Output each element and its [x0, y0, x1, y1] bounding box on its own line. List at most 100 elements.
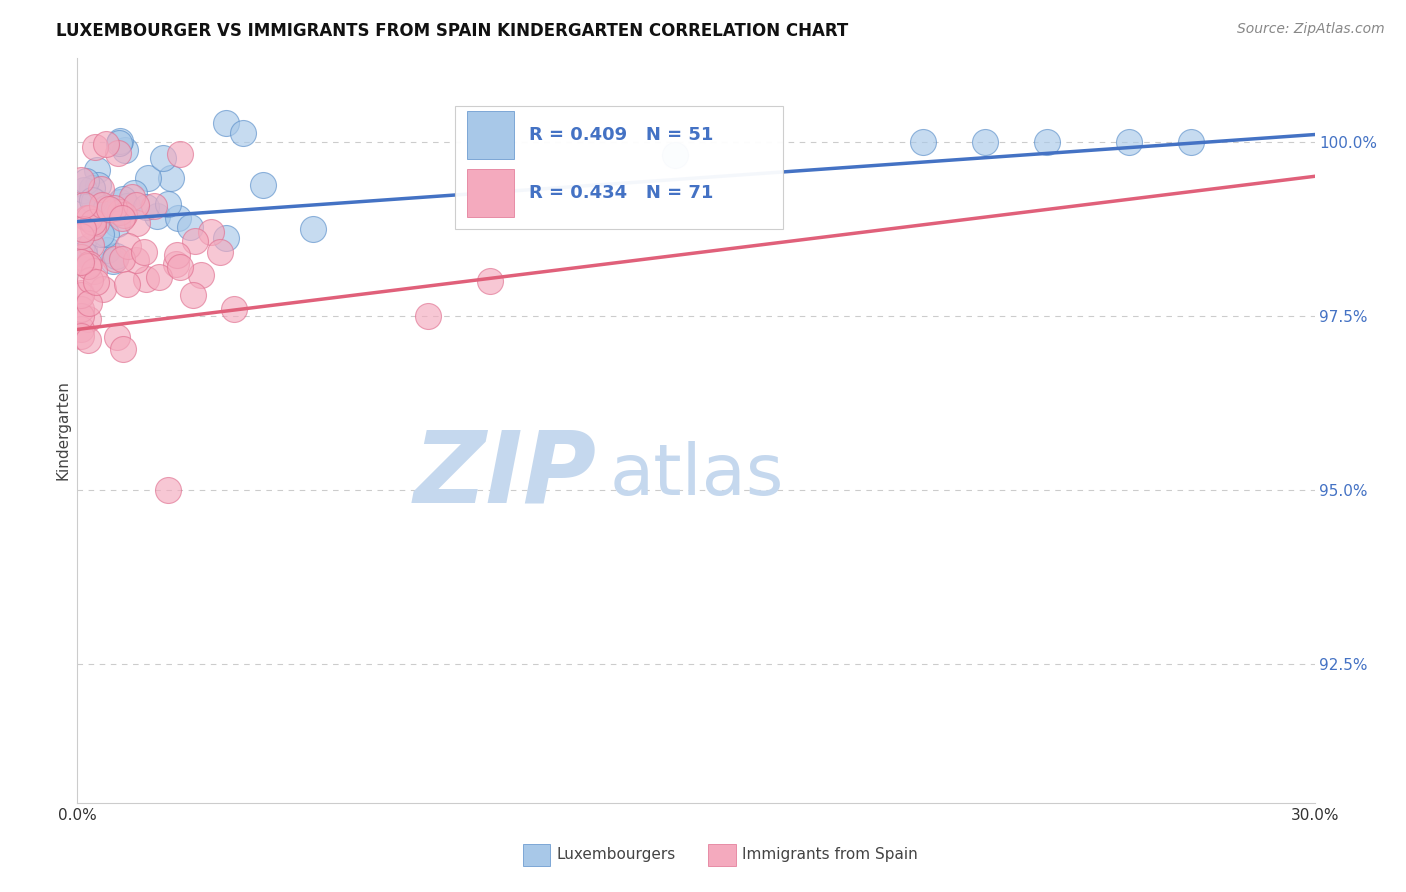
Point — [112, 192, 135, 206]
Point — [160, 171, 183, 186]
Point — [73, 198, 96, 212]
Point — [69, 173, 91, 187]
Point — [169, 146, 191, 161]
Point — [72, 246, 94, 260]
Text: Luxembourgers: Luxembourgers — [557, 847, 675, 863]
Text: Source: ZipAtlas.com: Source: ZipAtlas.com — [1237, 22, 1385, 37]
Point — [69, 301, 91, 316]
Point — [86, 163, 108, 178]
Point — [90, 182, 112, 196]
Point — [190, 268, 212, 283]
Point — [215, 116, 238, 130]
Point — [69, 228, 91, 243]
Point — [208, 244, 231, 259]
Point — [184, 234, 207, 248]
Point — [82, 220, 104, 235]
Point — [76, 211, 98, 225]
Point — [96, 243, 118, 257]
Point — [478, 274, 501, 288]
Point — [103, 205, 125, 219]
Point — [72, 183, 94, 197]
Point — [80, 238, 103, 252]
Point — [83, 139, 105, 153]
Point — [83, 263, 105, 277]
Point — [94, 136, 117, 151]
Point — [115, 277, 138, 292]
Point — [77, 312, 100, 326]
Point — [84, 275, 107, 289]
Text: ZIP: ZIP — [413, 426, 598, 524]
Point — [146, 209, 169, 223]
Point — [125, 252, 148, 267]
Text: Immigrants from Spain: Immigrants from Spain — [742, 847, 918, 863]
Point — [107, 217, 129, 231]
Point — [69, 329, 91, 343]
Point — [911, 135, 934, 149]
Point — [107, 146, 129, 161]
Point — [103, 252, 125, 266]
Point — [72, 200, 94, 214]
Point — [94, 227, 117, 241]
Point — [166, 247, 188, 261]
Point — [302, 222, 325, 236]
FancyBboxPatch shape — [454, 106, 783, 229]
Point — [101, 254, 124, 268]
Point — [664, 148, 686, 162]
Point — [105, 330, 128, 344]
Point — [75, 174, 97, 188]
Point — [79, 273, 101, 287]
Point — [77, 211, 100, 226]
Point — [69, 286, 91, 301]
Point — [112, 208, 135, 222]
Point — [114, 143, 136, 157]
Point — [181, 287, 204, 301]
Point — [108, 205, 131, 219]
Point — [121, 190, 143, 204]
Point — [94, 202, 117, 216]
Point — [111, 211, 134, 226]
Point — [97, 202, 120, 216]
Point — [215, 231, 238, 245]
Point — [135, 200, 157, 214]
Point — [69, 309, 91, 323]
Point — [152, 151, 174, 165]
Point — [69, 322, 91, 336]
Point — [105, 249, 128, 263]
Point — [252, 178, 274, 192]
Point — [973, 135, 995, 149]
Point — [80, 193, 103, 207]
Point — [117, 239, 139, 253]
Point — [77, 333, 100, 347]
Point — [90, 227, 112, 241]
Point — [83, 194, 105, 208]
Point — [108, 136, 131, 150]
Point — [125, 215, 148, 229]
Point — [111, 252, 134, 266]
FancyBboxPatch shape — [709, 844, 735, 866]
FancyBboxPatch shape — [467, 111, 515, 160]
Point — [72, 242, 94, 256]
Point — [125, 197, 148, 211]
Point — [69, 250, 91, 264]
FancyBboxPatch shape — [523, 844, 550, 866]
Point — [1035, 135, 1057, 149]
Point — [77, 257, 100, 271]
Point — [122, 186, 145, 200]
Point — [136, 170, 159, 185]
Point — [1180, 135, 1202, 149]
Point — [110, 134, 132, 148]
Point — [103, 201, 125, 215]
Point — [82, 215, 104, 229]
Point — [135, 271, 157, 285]
Point — [1118, 135, 1140, 149]
Point — [87, 178, 110, 192]
Point — [77, 259, 100, 273]
Point — [82, 181, 104, 195]
Point — [167, 211, 190, 226]
Point — [70, 255, 93, 269]
Point — [156, 197, 179, 211]
Y-axis label: Kindergarten: Kindergarten — [55, 381, 70, 480]
Point — [77, 296, 100, 310]
Point — [112, 343, 135, 357]
Point — [148, 270, 170, 285]
